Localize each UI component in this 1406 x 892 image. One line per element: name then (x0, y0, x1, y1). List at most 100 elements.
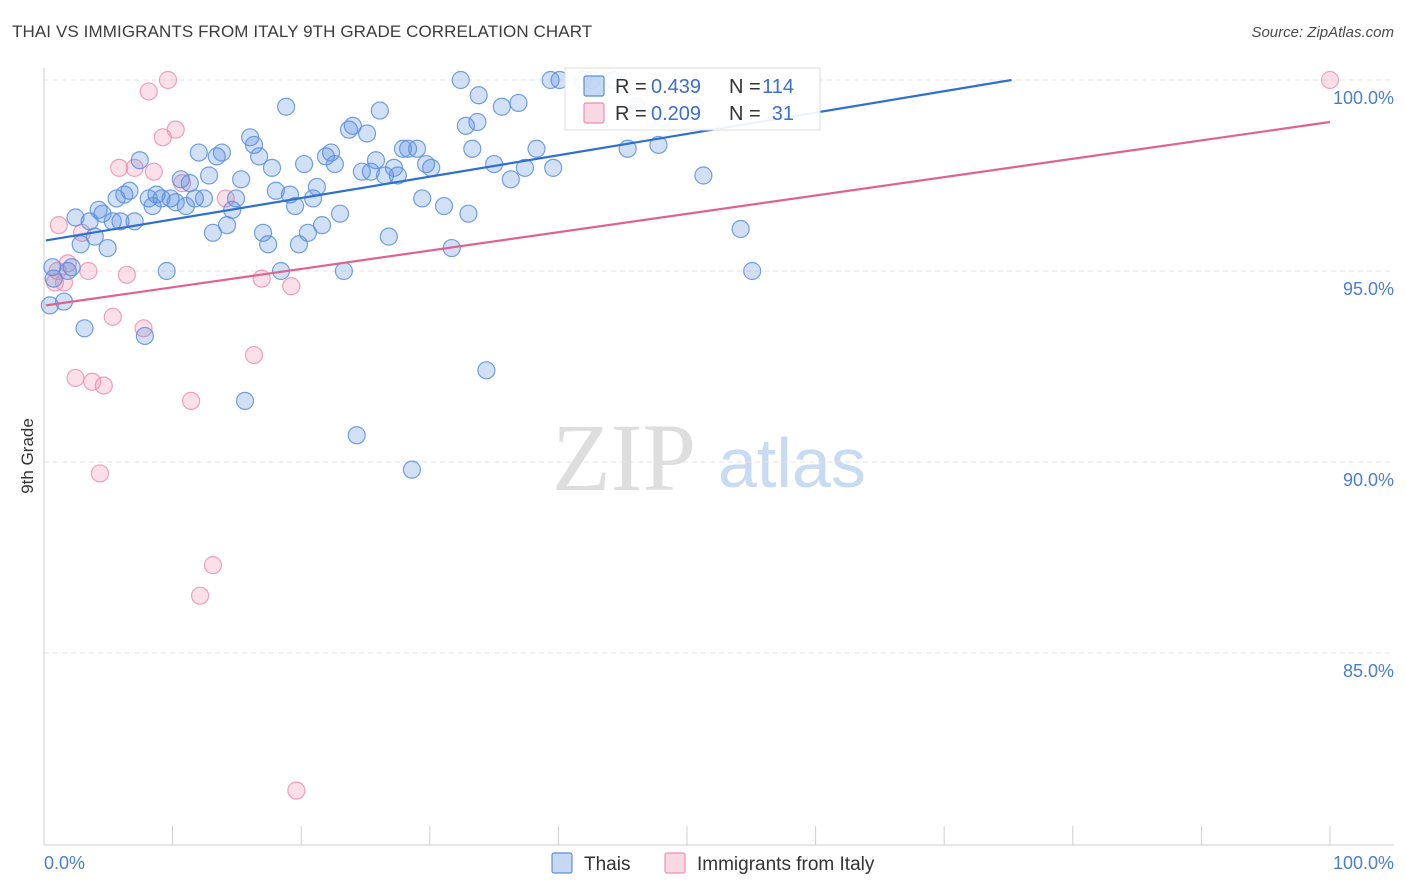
thais-point-77 (388, 166, 407, 185)
thais-point-106 (649, 135, 668, 155)
thais-point-59 (307, 177, 327, 197)
thais-trend-line (45, 78, 1012, 242)
italy-point-11 (117, 265, 136, 284)
thais-point-42 (232, 170, 251, 189)
chart-source: Source: ZipAtlas.com (1251, 24, 1394, 41)
thais-point-88 (456, 116, 475, 135)
thais-point-87 (451, 70, 470, 90)
thais-point-36 (203, 223, 223, 242)
thais-point-43 (235, 391, 255, 410)
thais-point-41 (226, 189, 246, 208)
gridlines (44, 79, 1394, 654)
thais-point-93 (492, 97, 511, 116)
thais-point-97 (527, 139, 546, 158)
italy-point-20 (181, 391, 201, 410)
thais-point-54 (285, 196, 305, 216)
thais-point-73 (370, 101, 389, 120)
thais-point-94 (501, 170, 520, 189)
thais-point-13 (98, 238, 117, 258)
thais-point-8 (75, 319, 94, 338)
legend-n-value-italy: 31 (772, 103, 794, 125)
italy-point-14 (139, 82, 158, 101)
italy-point-1 (49, 216, 68, 235)
y-tick-label-1: 95.0% (1343, 279, 1394, 299)
italy-trend-line (45, 120, 1331, 307)
italy-point-8 (94, 376, 113, 395)
thais-point-46 (250, 147, 269, 166)
italy-point-23 (216, 189, 235, 208)
thais-point-81 (407, 139, 427, 158)
thais-point-49 (262, 158, 282, 177)
thais-point-21 (135, 326, 154, 346)
thais-point-39 (217, 216, 237, 235)
italy-point-17 (158, 70, 178, 90)
series-legend: Thais Immigrants from Italy (551, 852, 875, 875)
thais-point-110 (731, 219, 750, 239)
y-tick-labels: 100.0% 95.0% 90.0% 85.0% (1333, 88, 1394, 681)
thais-point-85 (434, 196, 454, 216)
legend-r-label-thais: R = (615, 76, 647, 98)
thais-point-75 (379, 227, 398, 246)
thais-point-68 (347, 426, 366, 445)
thais-point-84 (422, 158, 441, 177)
italy-point-9 (103, 307, 122, 326)
thais-point-65 (334, 261, 353, 281)
legend-n-label-thais: N = (729, 76, 761, 98)
italy-point-10 (110, 158, 129, 177)
y-tick-label-2: 90.0% (1343, 470, 1394, 490)
thais-point-34 (194, 189, 214, 208)
legend-r-value-italy: 0.209 (651, 103, 701, 125)
thais-point-57 (298, 223, 318, 242)
stats-legend: R = 0.439 N = 114 R = 0.209 N = 31 (564, 67, 821, 131)
legend-n-value-thais: 114 (762, 76, 794, 98)
thais-point-71 (361, 162, 380, 181)
italy-point-27 (287, 781, 306, 800)
thais-point-80 (402, 460, 422, 479)
bottom-legend-label-italy: Immigrants from Italy (697, 854, 875, 875)
thais-point-64 (330, 204, 350, 223)
trend-lines (45, 78, 1331, 307)
thais-point-95 (509, 93, 528, 113)
italy-point-13 (134, 319, 153, 338)
thais-point-52 (277, 97, 296, 116)
thais-point-6 (66, 208, 85, 227)
legend-swatch-thais (583, 75, 605, 97)
thais-point-18 (120, 181, 139, 200)
italy-point-5 (79, 261, 98, 281)
thais-point-67 (343, 116, 362, 135)
thais-point-16 (111, 212, 130, 231)
thais-point-89 (463, 139, 482, 158)
x-tick-label-min: 0.0% (44, 853, 85, 873)
italy-point-6 (83, 372, 102, 391)
thais-point-82 (413, 189, 432, 208)
thais-point-35 (199, 166, 219, 185)
legend-r-label-italy: R = (615, 103, 647, 125)
italy-point-7 (90, 464, 110, 483)
italy-point-28 (1320, 70, 1340, 90)
x-axis-ticks (43, 826, 1331, 845)
legend-n-label-italy: N = (729, 103, 761, 125)
bottom-legend-swatch-thais (551, 852, 573, 874)
thais-point-90 (469, 86, 488, 105)
legend-r-value-thais: 0.439 (651, 76, 701, 98)
thais-point-111 (743, 261, 762, 281)
thais-point-109 (694, 166, 713, 185)
thais-point-62 (321, 143, 341, 162)
thais-point-60 (312, 216, 332, 235)
watermark: ZIP atlas (552, 404, 866, 511)
italy-point-24 (244, 345, 264, 365)
watermark-zip: ZIP (552, 404, 696, 511)
thais-point-100 (544, 158, 563, 177)
thais-point-29 (171, 170, 190, 189)
thais-point-50 (266, 181, 285, 200)
thais-point-96 (515, 158, 535, 177)
italy-point-15 (144, 162, 163, 181)
thais-point-91 (477, 361, 496, 380)
thais-point-48 (259, 235, 278, 254)
italy-point-26 (282, 277, 301, 296)
italy-point-22 (203, 556, 223, 575)
bottom-legend-swatch-italy (664, 852, 686, 874)
y-tick-label-0: 100.0% (1333, 88, 1394, 108)
stats-legend-box (564, 67, 821, 131)
series-italy-points (45, 70, 1340, 800)
